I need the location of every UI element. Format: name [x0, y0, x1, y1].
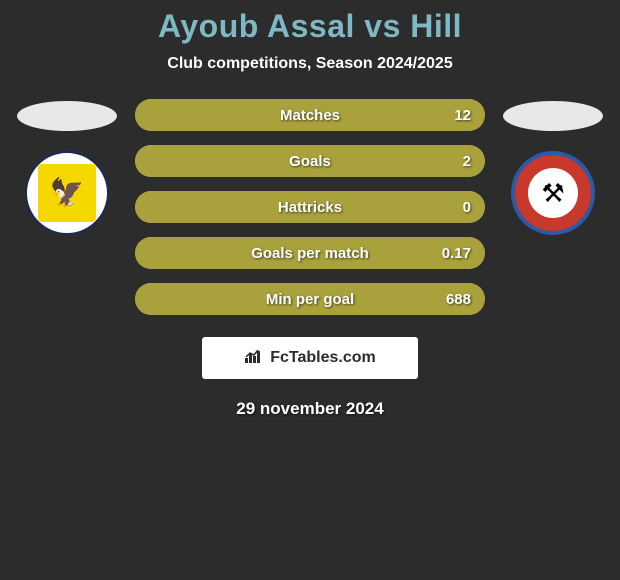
club-logo-left-shield: 🦅: [38, 164, 96, 222]
stat-bar-matches: Matches 12: [135, 99, 485, 131]
brand-text: FcTables.com: [270, 349, 376, 367]
main-row: 🦅 Matches 12 Goals 2: [0, 101, 620, 315]
left-side: 🦅: [17, 101, 117, 235]
stat-bar-goals: Goals 2: [135, 145, 485, 177]
chart-icon: [244, 348, 264, 369]
subtitle: Club competitions, Season 2024/2025: [0, 55, 620, 73]
club-logo-right-inner: ⚒: [528, 168, 578, 218]
stat-label: Matches: [280, 107, 340, 124]
club-logo-left: 🦅: [25, 151, 109, 235]
stat-label: Min per goal: [266, 291, 354, 308]
footer-date: 29 november 2024: [0, 399, 620, 419]
club-logo-right: ⚒: [511, 151, 595, 235]
player-oval-left: [17, 101, 117, 131]
right-side: ⚒: [503, 101, 603, 235]
stat-value-right: 0.17: [442, 245, 471, 262]
stats-column: Matches 12 Goals 2 Hattricks 0: [135, 99, 485, 315]
stat-value-right: 12: [454, 107, 471, 124]
brand-badge[interactable]: FcTables.com: [202, 337, 418, 379]
stat-label: Goals: [289, 153, 331, 170]
eagle-icon: 🦅: [50, 179, 85, 207]
hammers-icon: ⚒: [541, 178, 564, 209]
comparison-card: Ayoub Assal vs Hill Club competitions, S…: [0, 0, 620, 419]
player-oval-right: [503, 101, 603, 131]
page-title: Ayoub Assal vs Hill: [0, 8, 620, 45]
stat-label: Goals per match: [251, 245, 369, 262]
stat-value-right: 0: [463, 199, 471, 216]
stat-bar-hattricks: Hattricks 0: [135, 191, 485, 223]
stat-value-right: 688: [446, 291, 471, 308]
stat-label: Hattricks: [278, 199, 342, 216]
stat-value-right: 2: [463, 153, 471, 170]
stat-bar-mpg: Min per goal 688: [135, 283, 485, 315]
stat-bar-gpm: Goals per match 0.17: [135, 237, 485, 269]
